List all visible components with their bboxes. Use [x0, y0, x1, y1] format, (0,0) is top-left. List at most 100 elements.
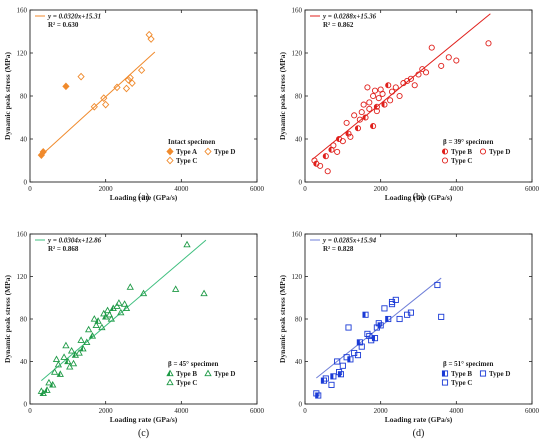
panel-c-ytick-label-0: 0 [24, 401, 28, 409]
panel-a-letter: (a) [138, 192, 149, 203]
panel-c-point-2-1 [62, 341, 70, 349]
panel-d-point-2-5-outline [388, 301, 396, 308]
panel-d-point-1-9 [368, 337, 375, 344]
panel-d-point-2-0 [336, 369, 343, 376]
panel-d-point-2-1 [343, 354, 350, 361]
panel-c-series-type-c [37, 240, 208, 394]
panel-c-point-1-7-outline [75, 349, 83, 356]
panel-c-xtick-label-6000: 6000 [250, 407, 265, 415]
panel-d-point-0-5-fill [357, 339, 360, 345]
panel-b-legend-marker-type-d-ring [479, 148, 487, 155]
panel-d-point-1-2-outline [328, 381, 335, 388]
panel-c-point-1-16 [120, 300, 129, 307]
panel-d-point-0-9-fill [385, 316, 389, 322]
panel-b-point-2-1 [366, 99, 373, 106]
panel-b-point-1-4 [334, 148, 341, 155]
panel-b-point-1-23 [428, 44, 435, 51]
panel-d-point-1-8-outline [364, 330, 371, 337]
panel-b-point-2-1-ring [366, 99, 373, 106]
panel-b-point-2-2-ring [371, 87, 379, 94]
panel-b-equation: y = 0.0288x+15.36 [322, 13, 377, 21]
panel-d-point-1-6-outline [351, 349, 358, 357]
panel-d-point-1-1-outline [322, 375, 329, 382]
panel-b-legend-marker-type-c [441, 157, 449, 164]
panel-c-point-0-3 [56, 370, 64, 377]
panel-c-legend-marker-type-c-outline [166, 378, 174, 386]
panel-d-point-0-4 [347, 356, 354, 363]
panel-b-point-1-25-ring [445, 54, 452, 61]
panel-d-point-0-3 [337, 371, 344, 378]
panel-b-legend-marker-type-b-fill [442, 148, 445, 155]
panel-c-point-0-6 [79, 344, 87, 352]
panel-c-point-1-7 [75, 349, 83, 356]
panel-a-point-1-3-shape [102, 100, 110, 109]
panel-b-point-2-6 [404, 77, 411, 84]
panel-c-ytick-label-80: 80 [20, 316, 28, 324]
panel-b-point-2-0-ring [358, 109, 365, 116]
panel-c-point-1-1 [45, 378, 53, 386]
panel-c-point-0-1 [43, 386, 51, 393]
panel-a-point-1-0 [77, 72, 85, 81]
panel-b-point-1-14-ring [373, 108, 380, 115]
panel-b-point-2-3 [377, 86, 384, 93]
panel-c-point-1-16-outline [120, 300, 129, 307]
panel-d-point-0-2-fill [330, 373, 334, 379]
panel-c-legend-marker-type-c [166, 378, 174, 386]
panel-d-series-type-c [313, 281, 445, 397]
panel-b-point-1-18-ring [392, 84, 399, 91]
panel-a-legend-label-type-d: Type D [214, 148, 235, 156]
panel-d-point-2-0-outline [336, 369, 343, 376]
panel-d-point-1-16 [438, 313, 445, 320]
panel-b-point-1-27-ring [485, 40, 492, 47]
panel-a-legend-marker-type-a [166, 147, 174, 156]
panel-d-ytick-label-160: 160 [292, 231, 303, 239]
panel-c-point-1-1-outline [45, 378, 53, 386]
panel-b-point-1-2-ring [324, 168, 331, 175]
panel-c-point-2-7-outline [115, 299, 123, 306]
panel-c-r-squared: R² = 0.868 [48, 245, 79, 253]
panel-d-legend-marker-type-d-outline [479, 370, 487, 377]
panel-b-point-1-22-ring [423, 69, 430, 76]
panel-b-point-1-26 [453, 57, 460, 64]
panel-b-point-1-11-ring [364, 84, 371, 91]
panel-c-ytick-label-120: 120 [17, 273, 28, 281]
panel-c-point-1-12 [103, 306, 112, 314]
panel-a-y-axis-label: Dynamic peak stress (MPa) [3, 52, 12, 140]
panel-c-letter: (c) [138, 428, 149, 439]
panel-a-point-1-9-shape [137, 66, 146, 75]
panel-b-point-2-2 [371, 87, 379, 94]
panel-a-xtick-label-0: 0 [28, 185, 32, 193]
panel-c-legend-label-type-b: Type B [176, 370, 197, 378]
panel-d-point-1-11 [381, 305, 388, 312]
panel-d-point-1-14-outline [407, 309, 414, 316]
panel-b-point-1-6-ring [343, 119, 350, 126]
panel-b-point-1-1 [317, 162, 324, 169]
panel-d-xtick-label-2000: 2000 [374, 407, 389, 415]
panel-c-point-1-0-outline [37, 387, 46, 394]
panel-b-point-1-13-ring [370, 92, 377, 100]
panel-c-xtick-label-4000: 4000 [174, 407, 189, 415]
panel-a-point-1-6-shape [124, 76, 132, 84]
panel-d-point-1-6 [351, 349, 358, 357]
panel-b-point-1-1-ring [317, 162, 324, 169]
panel-d-point-1-4-outline [339, 362, 346, 369]
panel-c-point-1-2-outline [50, 368, 59, 375]
panel-b-point-1-7-ring [347, 133, 354, 140]
panel-a-legend-marker-type-d-shape [204, 147, 212, 156]
panel-b-legend-marker-type-b [441, 148, 449, 155]
panel-c-point-1-12-outline [103, 306, 112, 314]
panel-b-point-0-6 [362, 114, 369, 121]
panel-b-r-squared: R² = 0.862 [323, 21, 354, 29]
panel-a-legend-title: Intact specimen [168, 138, 215, 146]
panel-b-point-1-27 [485, 40, 492, 47]
panel-d-letter: (d) [413, 428, 425, 439]
panel-a-fit-line [41, 51, 156, 156]
panel-c-point-2-2-outline [69, 359, 78, 367]
panel-a-legend-marker-type-c [166, 156, 174, 165]
panel-c-point-1-4-outline [60, 353, 68, 360]
panel-a-plot-frame [29, 9, 258, 183]
panel-c-point-1-3-outline [54, 360, 63, 368]
panel-d-ytick-label-40: 40 [295, 358, 303, 366]
panel-b-ytick-label-160: 160 [292, 7, 303, 15]
panel-b-ytick-label-0: 0 [299, 179, 303, 187]
